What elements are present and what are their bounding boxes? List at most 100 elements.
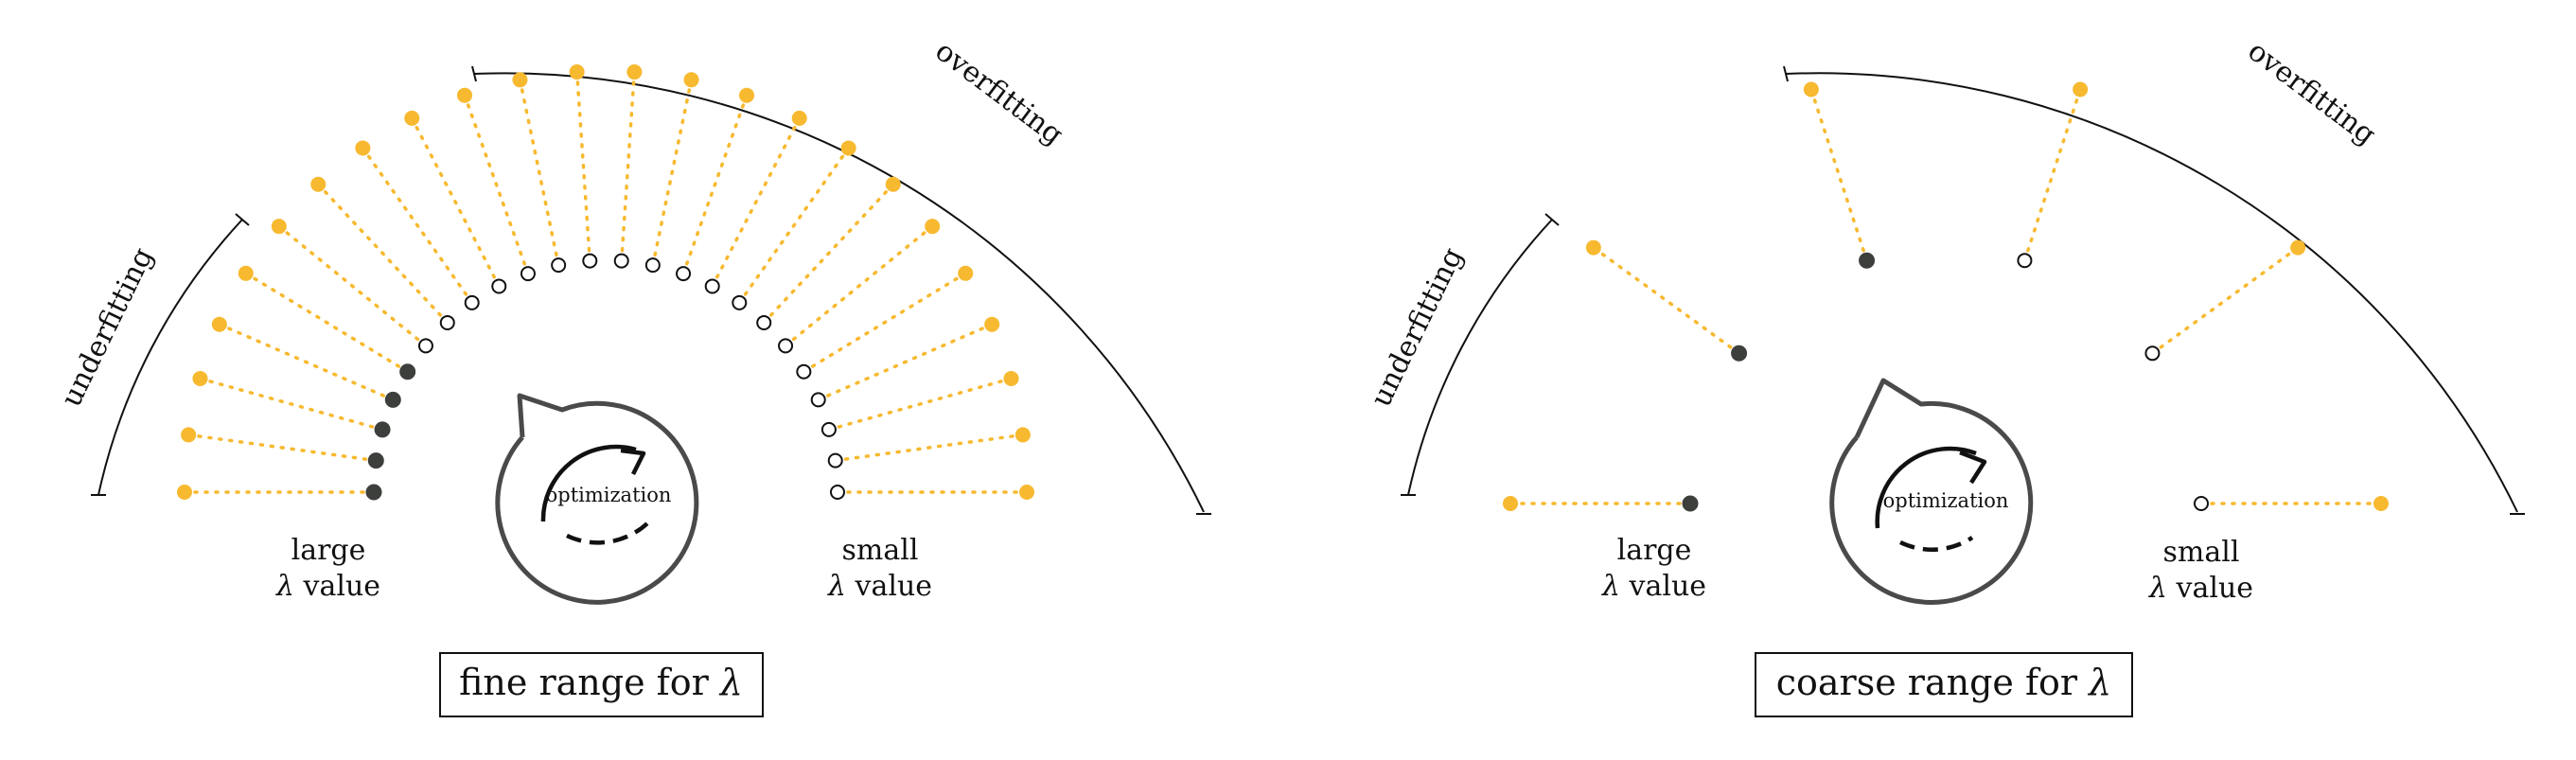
large-lambda-label: large [291, 534, 366, 567]
pair-connector [619, 70, 637, 263]
outer-point [791, 110, 807, 126]
small-lambda-value-label: λ value [827, 570, 932, 603]
underfitting-bracket-arc [1407, 219, 1553, 496]
outer-point [925, 219, 941, 235]
pair-connector [277, 224, 428, 348]
speech-bubble-outline [495, 393, 699, 605]
rotation-arrow-icon [1875, 446, 1987, 552]
overfit-model-point [820, 421, 837, 437]
regularization-points [177, 64, 1034, 501]
regularization-points [1503, 81, 2389, 512]
outer-point [2073, 81, 2089, 97]
small-lambda-label: small [2163, 536, 2240, 569]
overfit-model-point [439, 314, 455, 330]
overfit-model-point [417, 338, 433, 354]
overfit-model-point [778, 338, 794, 354]
underfit-model-point [367, 452, 384, 469]
overfit-model-point [2194, 496, 2209, 511]
outer-point [271, 219, 287, 235]
pair-connector [737, 146, 851, 305]
outer-point [456, 87, 472, 103]
caption-frame [439, 652, 764, 717]
pair-connector [463, 93, 530, 275]
outer-point [512, 72, 528, 88]
overfit-model-point [520, 266, 536, 282]
overfit-model-point [796, 363, 812, 380]
pair-connector [2150, 245, 2300, 356]
large-lambda-value-label: λ value [275, 570, 380, 603]
small-lambda-label: small [842, 534, 919, 567]
outer-point [1803, 81, 1819, 97]
pair-connector [244, 272, 410, 374]
overfitting-bracket-arc [473, 72, 1205, 513]
small-lambda-value-label: λ value [2148, 572, 2253, 605]
underfitting-label: underfitting [55, 242, 160, 412]
fine-range-caption: fine range for λ [439, 652, 764, 717]
pair-connector [816, 322, 994, 402]
underfit-model-point [384, 391, 401, 408]
large-lambda-label: large [1617, 534, 1692, 567]
pair-connector [681, 93, 749, 275]
outer-point [1503, 496, 1518, 511]
underfit-model-point [365, 484, 382, 501]
caption-text: fine range for λ [459, 662, 743, 703]
pair-connector [218, 322, 396, 402]
underfit-model-point [374, 421, 391, 438]
underfitting-label: underfitting [1365, 242, 1470, 412]
optimization-cycle: optimization [1829, 378, 2034, 605]
overfitting-label: overfitting [929, 34, 1069, 151]
pair-connector [784, 224, 934, 348]
outer-point [1019, 485, 1034, 500]
pair-connector [574, 70, 592, 263]
pair-connector [1592, 245, 1741, 356]
pair-connector [361, 146, 474, 305]
outer-point [1585, 239, 1601, 256]
underfit-model-point [1682, 495, 1699, 512]
pair-connector [198, 377, 384, 432]
pair-connector [1809, 87, 1869, 262]
overfit-model-point [2144, 345, 2161, 362]
pair-connector [410, 116, 502, 289]
pair-connector [316, 183, 450, 325]
overfit-model-point [704, 278, 720, 294]
outer-point [310, 176, 326, 192]
pair-connector [827, 377, 1014, 432]
outer-point [238, 265, 254, 281]
overfit-model-point [827, 452, 843, 468]
optimization-label: optimization [1883, 489, 2009, 512]
overfit-model-point [2017, 253, 2033, 269]
pair-connector [2022, 87, 2082, 262]
overfit-model-point [551, 257, 567, 274]
outer-point [2373, 496, 2389, 511]
overfit-model-point [732, 294, 748, 310]
pair-connector [186, 433, 379, 463]
coarse-range-panel: underfitting overfitting optimization la… [1365, 34, 2525, 717]
underfitting-bracket-arc [97, 219, 243, 496]
underfitting-bracket-tick-end [1544, 213, 1560, 226]
underfit-model-point [1859, 252, 1876, 269]
caption-frame [1755, 652, 2133, 717]
pair-connector [518, 78, 560, 267]
overfit-model-point [644, 257, 661, 274]
outer-point [404, 110, 420, 126]
overfit-model-point [676, 266, 692, 282]
outer-point [885, 176, 901, 192]
large-lambda-value-label: λ value [1601, 570, 1706, 603]
overfitting-bracket-tick-start [471, 65, 477, 82]
outer-point [1003, 370, 1019, 386]
overfitting-label: overfitting [2242, 34, 2382, 151]
pair-connector [651, 78, 694, 267]
optimization-label: optimization [546, 484, 672, 506]
caption-text: coarse range for λ [1776, 662, 2112, 703]
overfit-model-point [756, 314, 772, 330]
outer-point [192, 370, 208, 386]
outer-point [2290, 239, 2306, 256]
outer-point [569, 64, 585, 80]
overfit-model-point [464, 294, 480, 310]
underfit-model-point [399, 363, 416, 380]
optimization-cycle: optimization [495, 393, 699, 605]
outer-point [739, 87, 755, 103]
outer-point [683, 72, 699, 88]
overfit-model-point [491, 278, 507, 294]
